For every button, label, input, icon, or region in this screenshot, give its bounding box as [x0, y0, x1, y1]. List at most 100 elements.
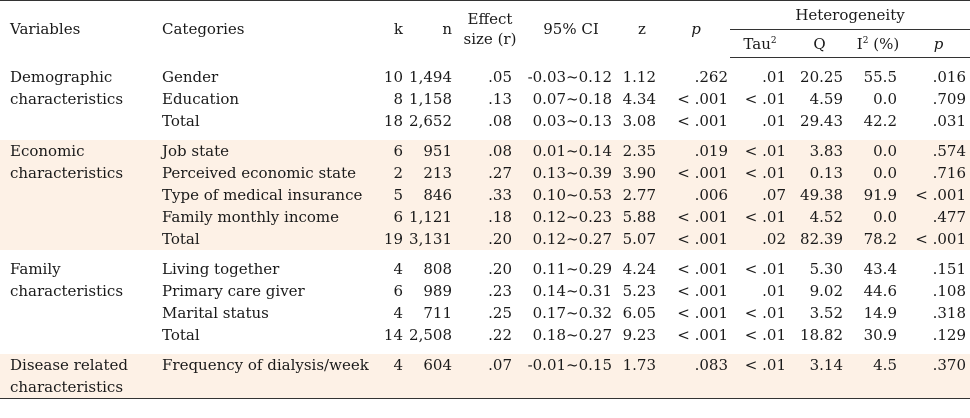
group-spacer [0, 250, 970, 258]
header-k: k [368, 0, 403, 58]
header-n: n [403, 0, 460, 58]
p2-cell: .129 [932, 326, 967, 344]
tau-cell: .01 [762, 112, 786, 130]
header-i-suffix: (%) [868, 34, 900, 53]
i2-cell: 91.9 [849, 184, 907, 206]
p2-cell: .477 [907, 206, 970, 228]
k-cell: 6 [393, 282, 403, 300]
p-cell: < .001 [677, 260, 728, 278]
q-cell: 29.43 [800, 112, 843, 130]
header-p2: p [907, 29, 970, 58]
variable-cell: Disease related [0, 354, 152, 376]
header-categories: Categories [152, 0, 368, 58]
table-row: characteristics Perceived economic state 2… [0, 162, 970, 184]
header-heterogeneity: Heterogeneity [730, 0, 970, 30]
q-cell: 20.25 [800, 68, 843, 86]
q-cell: 9.02 [809, 282, 843, 300]
header-effect-line1: Effect [467, 10, 513, 29]
variable-cell: Demographic [10, 68, 113, 86]
variable-cell [0, 302, 152, 324]
p-cell: < .001 [677, 282, 728, 300]
category-cell: Family monthly income [152, 206, 368, 228]
table-row: characteristics [0, 376, 970, 399]
p2-cell: .108 [932, 282, 967, 300]
z-cell: 5.23 [622, 282, 656, 300]
k-cell: 14 [383, 326, 403, 344]
k-cell: 4 [368, 354, 403, 376]
variable-cell [0, 110, 152, 132]
z-cell: 2.77 [622, 184, 662, 206]
i2-cell: 30.9 [863, 326, 897, 344]
k-cell: 6 [368, 140, 403, 162]
category-cell: Type of medical insurance [152, 184, 368, 206]
n-cell: 846 [403, 184, 460, 206]
header-p: p [662, 0, 730, 58]
ci-cell: 0.07~0.18 [532, 90, 612, 108]
header-i-sup: 2 [862, 35, 869, 46]
k-cell: 5 [368, 184, 403, 206]
k-cell: 4 [393, 304, 403, 322]
variable-cell: characteristics [10, 282, 124, 300]
ci-cell: 0.18~0.27 [532, 326, 612, 344]
z-cell: 6.05 [622, 304, 656, 322]
q-cell: 3.83 [790, 140, 849, 162]
n-cell: 604 [403, 354, 460, 376]
table-row: Family Living together 4 808 .20 0.11~0.29 4.2… [0, 258, 970, 280]
r-cell: .27 [460, 162, 520, 184]
q-cell: 3.14 [790, 354, 849, 376]
group-spacer-cell [0, 132, 970, 140]
ci-cell: -0.01~0.15 [520, 354, 622, 376]
category-cell: Living together [162, 260, 280, 278]
group-spacer [0, 132, 970, 140]
category-cell: Frequency of dialysis/week [152, 354, 369, 376]
tau-cell: .07 [730, 184, 790, 206]
n-cell: 951 [403, 140, 460, 162]
header-i2: I2 (%) [849, 29, 907, 58]
p2-cell: .370 [907, 354, 970, 376]
i2-cell: 4.5 [849, 354, 907, 376]
group-spacer [0, 346, 970, 354]
q-cell: 3.52 [809, 304, 843, 322]
i2-cell: 0.0 [849, 206, 907, 228]
table-body: Demographic Gender 10 1,494 .05 -0.03~0.12 1.1… [0, 57, 970, 399]
category-cell: Primary care giver [162, 282, 305, 300]
table-row: Disease related Frequency of dialysis/wee… [0, 354, 970, 376]
i2-cell: 42.2 [863, 112, 897, 130]
p2-cell: .574 [907, 140, 970, 162]
variable-cell: characteristics [0, 376, 152, 399]
p2-cell: < .001 [907, 184, 970, 206]
empty-cell [152, 376, 970, 399]
ci-cell: 0.12~0.23 [520, 206, 622, 228]
table-row: Type of medical insurance 5 846.33 0.10~0.5… [0, 184, 970, 206]
n-cell: 213 [403, 162, 460, 184]
z-cell: 1.73 [622, 354, 662, 376]
category-cell: Gender [162, 68, 219, 86]
category-cell: Total [162, 326, 200, 344]
variable-cell [0, 184, 152, 206]
header-effect-size: Effect size (r) [460, 0, 520, 58]
z-cell: 2.35 [622, 140, 662, 162]
p-cell: < .001 [677, 304, 728, 322]
n-cell: 3,131 [403, 228, 460, 250]
i2-cell: 44.6 [863, 282, 897, 300]
i2-cell: 0.0 [849, 140, 907, 162]
header-tau-sup: 2 [770, 35, 777, 46]
z-cell: 1.12 [622, 68, 656, 86]
tau-cell: < .01 [730, 206, 790, 228]
group-spacer [0, 57, 970, 66]
table-row: characteristics Education 8 1,158 .13 0.07~0.… [0, 88, 970, 110]
p-cell: < .001 [662, 162, 730, 184]
category-cell: Total [162, 112, 200, 130]
r-cell: .13 [488, 90, 512, 108]
q-cell: 5.30 [809, 260, 843, 278]
table-row: Demographic Gender 10 1,494 .05 -0.03~0.12 1.1… [0, 66, 970, 88]
ci-cell: 0.03~0.13 [532, 112, 612, 130]
q-cell: 4.52 [790, 206, 849, 228]
n-cell: 989 [423, 282, 452, 300]
n-cell: 1,158 [409, 90, 452, 108]
table-row: Economic Job state 6 951.08 0.01~0.14 2.35.01… [0, 140, 970, 162]
r-cell: .05 [488, 68, 512, 86]
header-effect-line2: size (r) [463, 30, 517, 49]
category-cell: Total [152, 228, 368, 250]
ci-cell: 0.01~0.14 [520, 140, 622, 162]
